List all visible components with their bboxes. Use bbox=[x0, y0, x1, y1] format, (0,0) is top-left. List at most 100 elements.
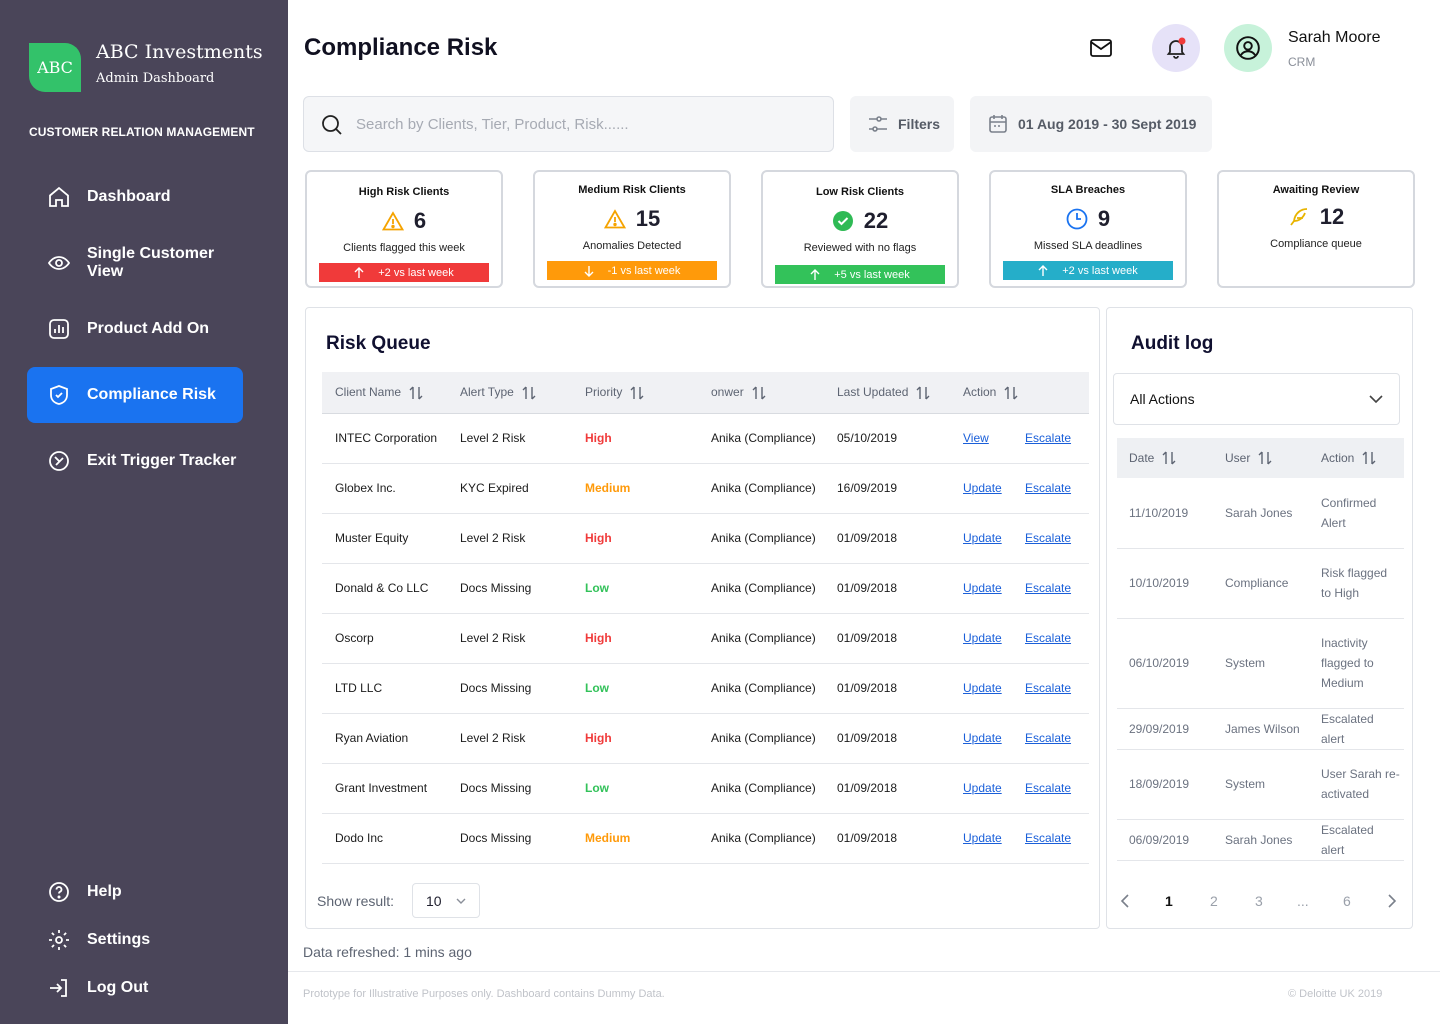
exit-circle-icon bbox=[49, 451, 69, 471]
column-header[interactable]: Action bbox=[950, 372, 1089, 414]
table-row[interactable]: Muster Equity Level 2 Risk High Anika (Comp… bbox=[322, 513, 1089, 564]
audit-row: 06/10/2019 System Inactivity flagged to Me… bbox=[1117, 618, 1404, 709]
audit-date: 18/09/2019 bbox=[1117, 749, 1213, 820]
page-number[interactable]: 6 bbox=[1343, 893, 1351, 909]
escalate-link[interactable]: Escalate bbox=[1025, 631, 1072, 645]
last-updated: 01/09/2018 bbox=[824, 663, 950, 714]
escalate-link[interactable]: Escalate bbox=[1025, 781, 1072, 795]
table-row[interactable]: Oscorp Level 2 Risk High Anika (Compliance)… bbox=[322, 613, 1089, 664]
show-result-select[interactable]: 10 bbox=[412, 883, 480, 918]
sort-icon[interactable] bbox=[522, 386, 536, 400]
sort-icon[interactable] bbox=[409, 386, 423, 400]
card-badge-text: +2 vs last week bbox=[378, 266, 454, 279]
sort-icon[interactable] bbox=[630, 386, 644, 400]
column-header[interactable]: Client Name bbox=[322, 372, 447, 414]
card-badge-text: -1 vs last week bbox=[607, 264, 681, 277]
column-header[interactable]: onwer bbox=[698, 372, 824, 414]
card-medium-risk[interactable]: Medium Risk Clients 15 Anomalies Detecte… bbox=[533, 170, 731, 288]
gear-icon bbox=[49, 930, 69, 950]
table-row[interactable]: Globex Inc. KYC Expired Medium Anika (Compl… bbox=[322, 463, 1089, 514]
row-primary-action-link[interactable]: Update bbox=[963, 831, 1002, 845]
row-primary-action-link[interactable]: Update bbox=[963, 631, 1002, 645]
card-high-risk[interactable]: High Risk Clients 6 Clients flagged this… bbox=[305, 170, 503, 288]
sidebar-item-settings[interactable]: Settings bbox=[27, 912, 243, 968]
mail-icon bbox=[1090, 39, 1112, 57]
sidebar-item-dashboard[interactable]: Dashboard bbox=[27, 169, 243, 225]
page-number[interactable]: 3 bbox=[1255, 893, 1263, 909]
escalate-link[interactable]: Escalate bbox=[1025, 681, 1072, 695]
date-range-picker[interactable]: 01 Aug 2019 - 30 Sept 2019 bbox=[970, 96, 1212, 152]
last-updated: 01/09/2018 bbox=[824, 513, 950, 564]
column-header[interactable]: Last Updated bbox=[824, 372, 950, 414]
sort-icon[interactable] bbox=[1004, 386, 1018, 400]
table-row[interactable]: INTEC Corporation Level 2 Risk High Anika (… bbox=[322, 413, 1089, 464]
filters-button[interactable]: Filters bbox=[850, 96, 954, 152]
owner: Anika (Compliance) bbox=[698, 463, 824, 514]
row-primary-action-link[interactable]: Update bbox=[963, 781, 1002, 795]
column-header[interactable]: Action bbox=[1309, 438, 1404, 478]
table-row[interactable]: LTD LLC Docs Missing Low Anika (Compliance)… bbox=[322, 663, 1089, 714]
column-header-label: User bbox=[1225, 450, 1251, 465]
sort-icon[interactable] bbox=[1258, 451, 1272, 465]
column-header-label: Priority bbox=[585, 384, 623, 399]
column-header-label: onwer bbox=[711, 384, 744, 399]
audit-log-table: Date User Action 11/10/2019 Sarah Jones Conf… bbox=[1117, 438, 1404, 861]
priority: High bbox=[572, 513, 698, 564]
page-number[interactable]: 1 bbox=[1165, 893, 1173, 909]
notifications-button[interactable] bbox=[1152, 24, 1200, 72]
arrow-up-icon bbox=[810, 268, 820, 280]
audit-date: 10/10/2019 bbox=[1117, 548, 1213, 619]
row-actions: Update Escalate bbox=[950, 763, 1089, 814]
owner: Anika (Compliance) bbox=[698, 613, 824, 664]
column-header[interactable]: User bbox=[1213, 438, 1309, 478]
sort-icon[interactable] bbox=[752, 386, 766, 400]
search-input[interactable] bbox=[356, 97, 826, 151]
card-title: SLA Breaches bbox=[1050, 184, 1126, 196]
column-header[interactable]: Date bbox=[1117, 438, 1213, 478]
column-header[interactable]: Alert Type bbox=[447, 372, 572, 414]
prev-page-button[interactable] bbox=[1120, 893, 1130, 912]
escalate-link[interactable]: Escalate bbox=[1025, 431, 1072, 445]
audit-row: 11/10/2019 Sarah Jones Confirmed Alert bbox=[1117, 478, 1404, 549]
table-row[interactable]: Ryan Aviation Level 2 Risk High Anika (Comp… bbox=[322, 713, 1089, 764]
table-row[interactable]: Donald & Co LLC Docs Missing Low Anika (Com… bbox=[322, 563, 1089, 614]
mail-button[interactable] bbox=[1085, 32, 1117, 64]
card-low-risk[interactable]: Low Risk Clients 22 Reviewed with no fla… bbox=[761, 170, 959, 288]
row-primary-action-link[interactable]: Update bbox=[963, 581, 1002, 595]
escalate-link[interactable]: Escalate bbox=[1025, 531, 1072, 545]
owner: Anika (Compliance) bbox=[698, 813, 824, 864]
sort-icon[interactable] bbox=[916, 386, 930, 400]
card-value-row: 9 bbox=[991, 206, 1185, 232]
escalate-link[interactable]: Escalate bbox=[1025, 731, 1072, 745]
sidebar-item-help[interactable]: Help bbox=[27, 864, 243, 920]
row-primary-action-link[interactable]: Update bbox=[963, 681, 1002, 695]
card-sla-breaches[interactable]: SLA Breaches 9 Missed SLA deadlines +2 v… bbox=[989, 170, 1187, 288]
escalate-link[interactable]: Escalate bbox=[1025, 481, 1072, 495]
escalate-link[interactable]: Escalate bbox=[1025, 581, 1072, 595]
sort-icon[interactable] bbox=[1362, 451, 1376, 465]
audit-action-filter[interactable]: All Actions bbox=[1113, 373, 1400, 425]
page-number[interactable]: 2 bbox=[1210, 893, 1218, 909]
column-header[interactable]: Priority bbox=[572, 372, 698, 414]
sidebar-item-logout[interactable]: Log Out bbox=[27, 960, 243, 1016]
sidebar: ABC ABC Investments Admin Dashboard CUST… bbox=[0, 0, 288, 1024]
row-primary-action-link[interactable]: Update bbox=[963, 731, 1002, 745]
card-value: 12 bbox=[1319, 204, 1345, 229]
table-row[interactable]: Grant Investment Docs Missing Low Anika (Co… bbox=[322, 763, 1089, 814]
row-primary-action-link[interactable]: Update bbox=[963, 481, 1002, 495]
sort-icon[interactable] bbox=[1162, 451, 1176, 465]
avatar[interactable] bbox=[1224, 24, 1272, 72]
table-row[interactable]: Dodo Inc Docs Missing Medium Anika (Complia… bbox=[322, 813, 1089, 864]
escalate-link[interactable]: Escalate bbox=[1025, 831, 1072, 845]
sidebar-item-single-customer-view[interactable]: Single Customer View bbox=[27, 235, 243, 291]
sidebar-item-compliance-risk[interactable]: Compliance Risk bbox=[27, 367, 243, 423]
sidebar-item-product-add-on[interactable]: Product Add On bbox=[27, 301, 243, 357]
show-result-label: Show result: bbox=[317, 893, 395, 909]
row-primary-action-link[interactable]: View bbox=[963, 431, 989, 445]
alert-type: Level 2 Risk bbox=[447, 413, 572, 464]
card-awaiting-review[interactable]: Awaiting Review 12 Compliance queue bbox=[1217, 170, 1415, 288]
row-primary-action-link[interactable]: Update bbox=[963, 531, 1002, 545]
sidebar-item-exit-trigger-tracker[interactable]: Exit Trigger Tracker bbox=[27, 433, 243, 489]
next-page-button[interactable] bbox=[1387, 893, 1397, 912]
alert-type: Docs Missing bbox=[447, 763, 572, 814]
